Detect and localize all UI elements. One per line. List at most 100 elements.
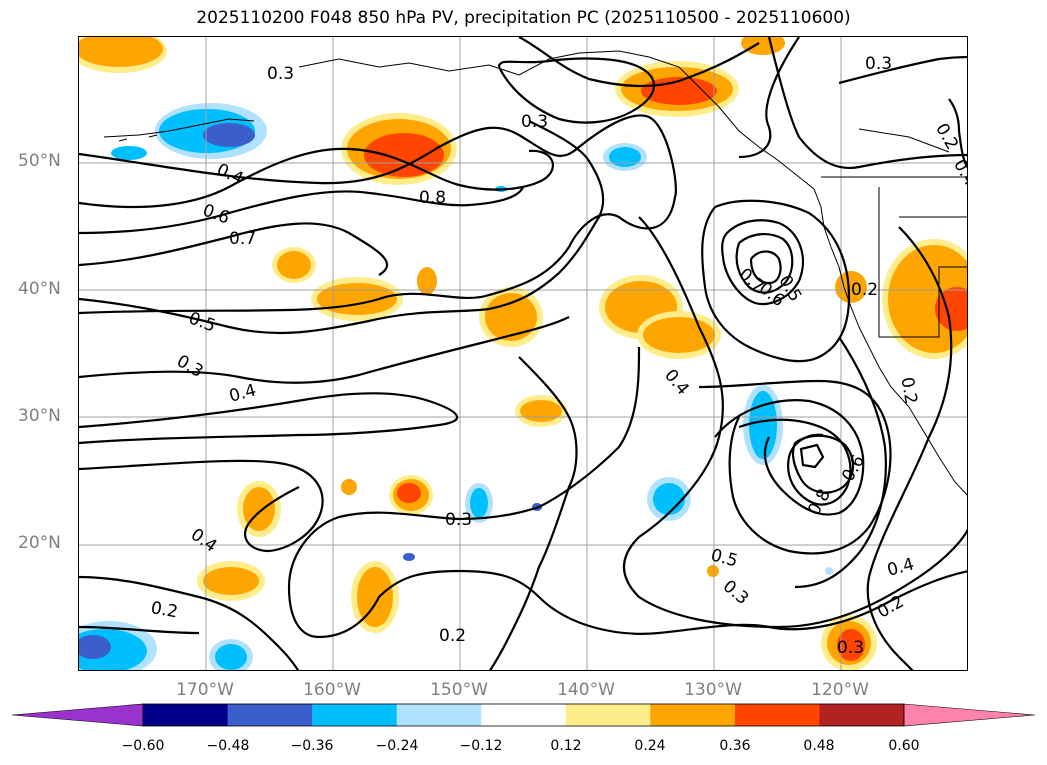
pv-contour [79, 392, 459, 445]
pv-contour [497, 57, 656, 124]
pv-contour [838, 55, 967, 85]
colorbar-segment [312, 704, 398, 726]
lat-label: 30°N [18, 406, 61, 426]
contour-label: 0.2 [931, 120, 962, 153]
colorbar-tick-label: −0.12 [459, 738, 503, 754]
colorbar-tick-label: −0.60 [121, 738, 165, 754]
pv-contour [794, 336, 887, 589]
pv-contour [721, 219, 804, 306]
us-border [821, 128, 967, 338]
lon-label: 130°W [684, 680, 742, 700]
contour-label: 0.7 [229, 229, 256, 249]
pv-contour [518, 37, 800, 159]
precip-patch [79, 37, 163, 67]
lon-label: 160°W [303, 680, 361, 700]
colorbar-segment [819, 704, 905, 726]
contour-label: 0.5 [186, 308, 218, 336]
pv-contours [79, 37, 967, 670]
colorbar-tick-label: 0.36 [719, 738, 751, 754]
precip-patch [609, 147, 641, 167]
lat-label: 20°N [18, 533, 61, 553]
pv-contour [79, 222, 389, 276]
map-svg: 0.3 0.3 0.3 0.2 0.4 0.6 0.7 0.8 0.5 0.3 … [79, 37, 968, 670]
contour-label: 0.6 [838, 452, 869, 485]
precip-patch [749, 391, 777, 459]
precip-patch [203, 123, 255, 147]
pv-contour [791, 434, 855, 494]
graticule [79, 37, 967, 670]
pv-contour [749, 250, 782, 285]
precip-patch [835, 271, 867, 303]
precip-patch [643, 317, 715, 353]
pv-contour [488, 356, 578, 670]
contour-label: 0.3 [719, 576, 753, 609]
pv-contour [799, 443, 825, 469]
precip-patch [417, 267, 437, 295]
colorbar-extend-min [11, 703, 144, 727]
colorbar-tick-label: 0.12 [550, 738, 582, 754]
lon-label: 150°W [430, 680, 488, 700]
precip-patch [741, 37, 785, 55]
precip-patch [203, 567, 259, 595]
colorbar-tick-label: −0.24 [375, 738, 419, 754]
contour-label: 0.3 [865, 54, 892, 74]
colorbar-border [142, 703, 905, 727]
pv-contour [79, 316, 570, 384]
colorbar-tick-label: −0.36 [290, 738, 334, 754]
precip-patch [317, 283, 397, 315]
colorbar-segment [650, 704, 736, 726]
contour-label: 0.3 [445, 510, 472, 530]
pv-contour [79, 120, 605, 335]
pv-contour [287, 346, 967, 639]
precip-patch [397, 483, 421, 503]
pv-contour [79, 575, 300, 670]
precip-patch [520, 400, 562, 422]
contour-label: 0.4 [660, 366, 693, 400]
lat-label: 50°N [18, 151, 61, 171]
precip-patch [111, 146, 147, 160]
colorbar-segment [481, 704, 567, 726]
contour-label: 0.2 [874, 592, 907, 623]
alaska-coast [298, 50, 815, 190]
contour-label: 0.8 [419, 188, 446, 208]
pv-contour [735, 233, 794, 294]
map-panel: 0.3 0.3 0.3 0.2 0.4 0.6 0.7 0.8 0.5 0.3 … [78, 36, 968, 671]
pv-contour [701, 199, 851, 363]
pv-contour [866, 226, 953, 670]
plot-title: 2025110200 F048 850 hPa PV, precipitatio… [196, 8, 851, 28]
aleutian-islands [103, 118, 255, 142]
contour-label: 0.3 [521, 112, 548, 132]
contour-label: 0.4 [213, 160, 246, 190]
bc-coast [813, 188, 967, 496]
pv-contour [767, 37, 967, 169]
colorbar-tick-label: −0.48 [206, 738, 250, 754]
colorbar-tick-label: 0.24 [634, 738, 666, 754]
contour-label: 0.4 [187, 525, 221, 557]
pv-contour [623, 216, 967, 629]
precip-negative-layer [79, 103, 833, 670]
contour-label: 0.4 [885, 554, 916, 580]
contour-label: 0.6 [200, 200, 232, 228]
precip-patch [364, 133, 444, 177]
precip-patch [837, 629, 865, 661]
precip-patch [79, 635, 111, 659]
pv-contour [714, 399, 865, 516]
contour-label: 0.4 [949, 156, 968, 189]
contour-label: 0.2 [439, 626, 466, 646]
contour-label: 0.3 [837, 638, 864, 658]
pv-contour [79, 625, 200, 635]
pv-contour [79, 147, 554, 209]
colorbar-segment [143, 704, 229, 726]
contour-label: 0.2 [149, 598, 179, 622]
colorbar [11, 703, 1036, 727]
lon-label: 170°W [176, 680, 234, 700]
colorbar-segment [396, 704, 482, 726]
pv-contour [698, 379, 892, 555]
precip-patch [357, 567, 393, 627]
precip-patch [653, 483, 685, 515]
pv-contour [79, 114, 677, 315]
colorbar-segment [734, 704, 820, 726]
precip-positive-layer [79, 37, 967, 670]
contour-label: 0.2 [851, 280, 878, 300]
lat-label: 40°N [18, 279, 61, 299]
